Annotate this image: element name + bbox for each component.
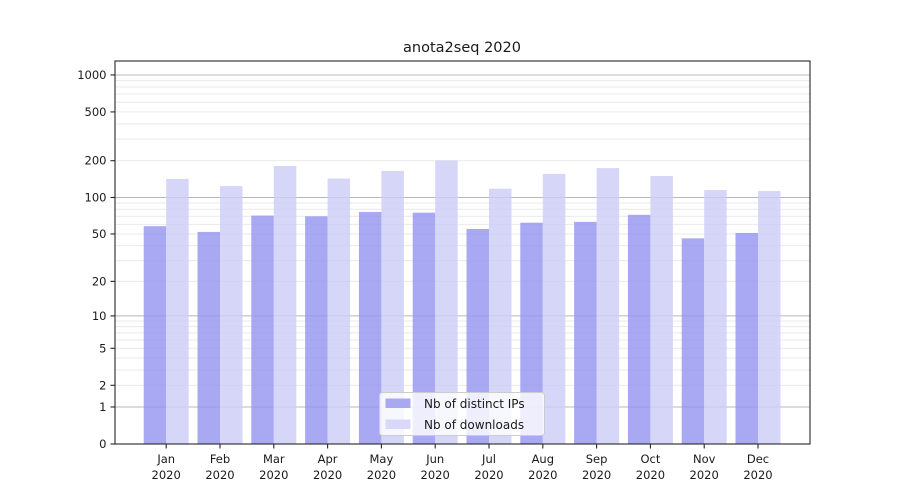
bar-aug-downloads [542,173,566,444]
y-tick-label: 10 [92,309,107,323]
bar-oct-downloads [650,175,673,444]
legend-label-distinct-ips: Nb of distinct IPs [424,397,525,411]
x-tick-label-month: Feb [210,452,230,466]
y-tick-label: 0 [99,437,106,451]
bar-jan-distinct-ips [143,226,167,444]
x-tick-label-month: Mar [263,452,285,466]
bar-jul-distinct-ips [466,228,489,444]
bar-mar-downloads [273,166,297,444]
bar-sep-downloads [596,168,620,444]
x-tick-label-year: 2020 [636,468,665,482]
x-tick-label-year: 2020 [528,468,557,482]
bar-nov-distinct-ips [681,238,705,444]
x-tick-label-month: Nov [693,452,716,466]
bar-may-distinct-ips [358,211,382,444]
x-tick-label-year: 2020 [690,468,719,482]
x-tick-label-year: 2020 [582,468,611,482]
y-tick-label: 5 [99,341,106,355]
y-axis-ticks: 0 1 2 5 10 20 50 100 200 500 1000 [77,68,115,451]
x-tick-label-year: 2020 [205,468,234,482]
y-tick-label: 2 [99,378,106,392]
bar-feb-distinct-ips [197,231,220,444]
x-tick-label-month: Jan [156,452,175,466]
x-tick-label-year: 2020 [474,468,503,482]
y-tick-label: 500 [85,105,107,119]
y-tick-label: 50 [92,227,107,241]
legend-swatch-downloads [385,419,411,429]
x-tick-label-month: Dec [747,452,769,466]
x-tick-label-year: 2020 [313,468,342,482]
bar-jun-distinct-ips [412,212,436,444]
x-tick-label-year: 2020 [259,468,288,482]
x-tick-label-month: Jul [481,452,496,466]
y-tick-label: 1 [99,400,106,414]
legend: Nb of distinct IPs Nb of downloads [379,392,545,436]
bar-mar-distinct-ips [251,215,274,444]
plot-frame [114,60,811,445]
bar-jan-downloads [166,178,189,444]
bar-may-downloads [381,170,404,445]
y-tick-label: 20 [92,274,107,288]
x-axis-ticks: Jan 2020 Feb 2020 Mar 2020 Apr 2020 May 2020 Jun 20… [152,444,773,482]
x-tick-label-month: Sep [586,452,608,466]
bar-feb-downloads [220,186,243,444]
bar-dec-downloads [758,191,781,444]
legend-label-downloads: Nb of downloads [424,418,524,432]
bars-layer [143,160,781,445]
legend-box [379,392,545,436]
y-tick-label: 200 [85,154,107,168]
bar-oct-distinct-ips [627,214,651,444]
x-tick-label-month: Oct [640,452,660,466]
x-tick-label-month: May [370,452,394,466]
chart-title: anota2seq 2020 [403,40,521,56]
bar-apr-downloads [327,178,351,444]
x-tick-label-year: 2020 [152,468,181,482]
x-tick-label-year: 2020 [743,468,772,482]
legend-swatch-distinct-ips [385,398,411,408]
bar-jun-downloads [435,160,458,445]
y-tick-label: 1000 [77,68,106,82]
bar-apr-distinct-ips [305,216,328,444]
x-tick-label-month: Jun [425,452,444,466]
bar-dec-distinct-ips [735,232,758,444]
x-tick-label-year: 2020 [421,468,450,482]
y-tick-label: 100 [85,190,107,204]
x-tick-label-month: Apr [318,452,338,466]
bar-aug-distinct-ips [520,222,543,444]
x-tick-label-year: 2020 [367,468,396,482]
bar-nov-downloads [704,190,727,444]
x-tick-label-month: Aug [532,452,554,466]
bar-sep-distinct-ips [574,221,597,444]
bar-jul-downloads [489,188,512,444]
